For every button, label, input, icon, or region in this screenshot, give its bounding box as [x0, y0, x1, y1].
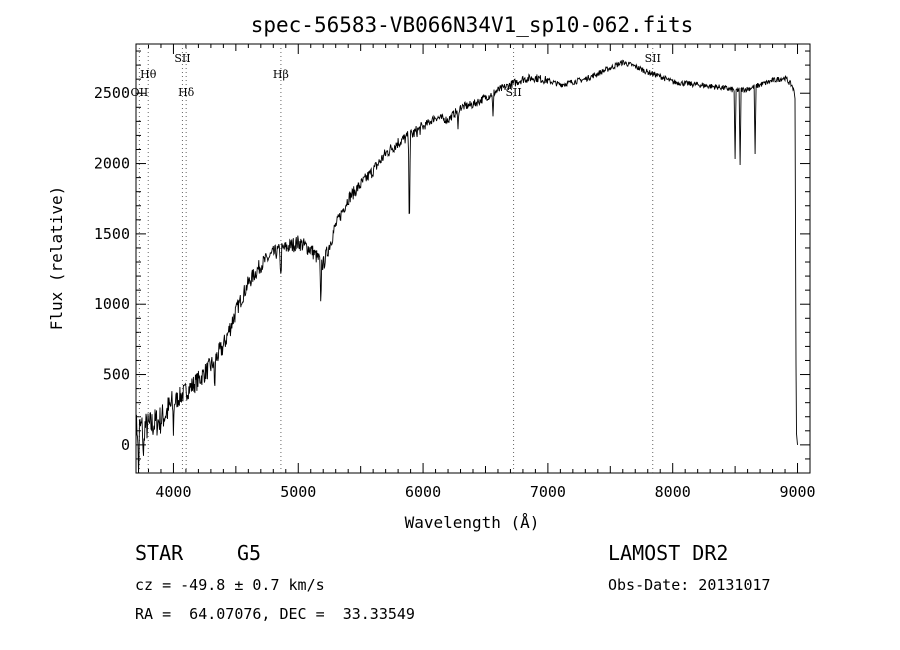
x-tick-label: 7000: [530, 483, 566, 501]
survey-name: LAMOST DR2: [608, 541, 729, 565]
chart-title: spec-56583-VB066N34V1_sp10-062.fits: [251, 13, 694, 37]
x-tick-label: 4000: [155, 483, 191, 501]
line-marker-label: SII: [505, 86, 521, 99]
y-axis-label: Flux (relative): [47, 186, 66, 331]
coordinates: RA = 64.07076, DEC = 33.33549: [135, 605, 415, 623]
x-tick-label: 9000: [779, 483, 815, 501]
y-tick-label: 2000: [94, 155, 130, 173]
y-tick-label: 0: [121, 436, 130, 454]
plot-frame: [135, 43, 811, 474]
object-subclass: G5: [237, 541, 262, 565]
line-marker-label: Hδ: [178, 86, 195, 99]
object-class: STAR: [135, 541, 184, 565]
x-tick-label: 5000: [280, 483, 316, 501]
y-tick-label: 1000: [94, 295, 130, 313]
line-markers: Hθ OII SII Hδ Hβ SII SII: [131, 44, 661, 473]
axes: 4000 5000 6000 7000 8000 9000 0 500 1000 1500 2000…: [94, 43, 816, 501]
line-marker-label: SII: [645, 52, 661, 65]
obs-date: Obs-Date: 20131017: [608, 576, 771, 594]
line-marker-label: Hθ: [140, 68, 157, 81]
y-tick-label: 1500: [94, 225, 130, 243]
x-axis-label: Wavelength (Å): [405, 513, 540, 532]
x-tick-label: 8000: [655, 483, 691, 501]
line-marker-label: OII: [131, 86, 149, 99]
spectrum-line: [135, 59, 798, 474]
y-tick-label: 2500: [94, 84, 130, 102]
y-tick-label: 500: [103, 366, 130, 384]
line-marker-label: Hβ: [273, 68, 289, 81]
x-tick-label: 6000: [405, 483, 441, 501]
redshift-cz: cz = -49.8 ± 0.7 km/s: [135, 576, 325, 594]
line-marker-label: SII: [174, 52, 190, 65]
